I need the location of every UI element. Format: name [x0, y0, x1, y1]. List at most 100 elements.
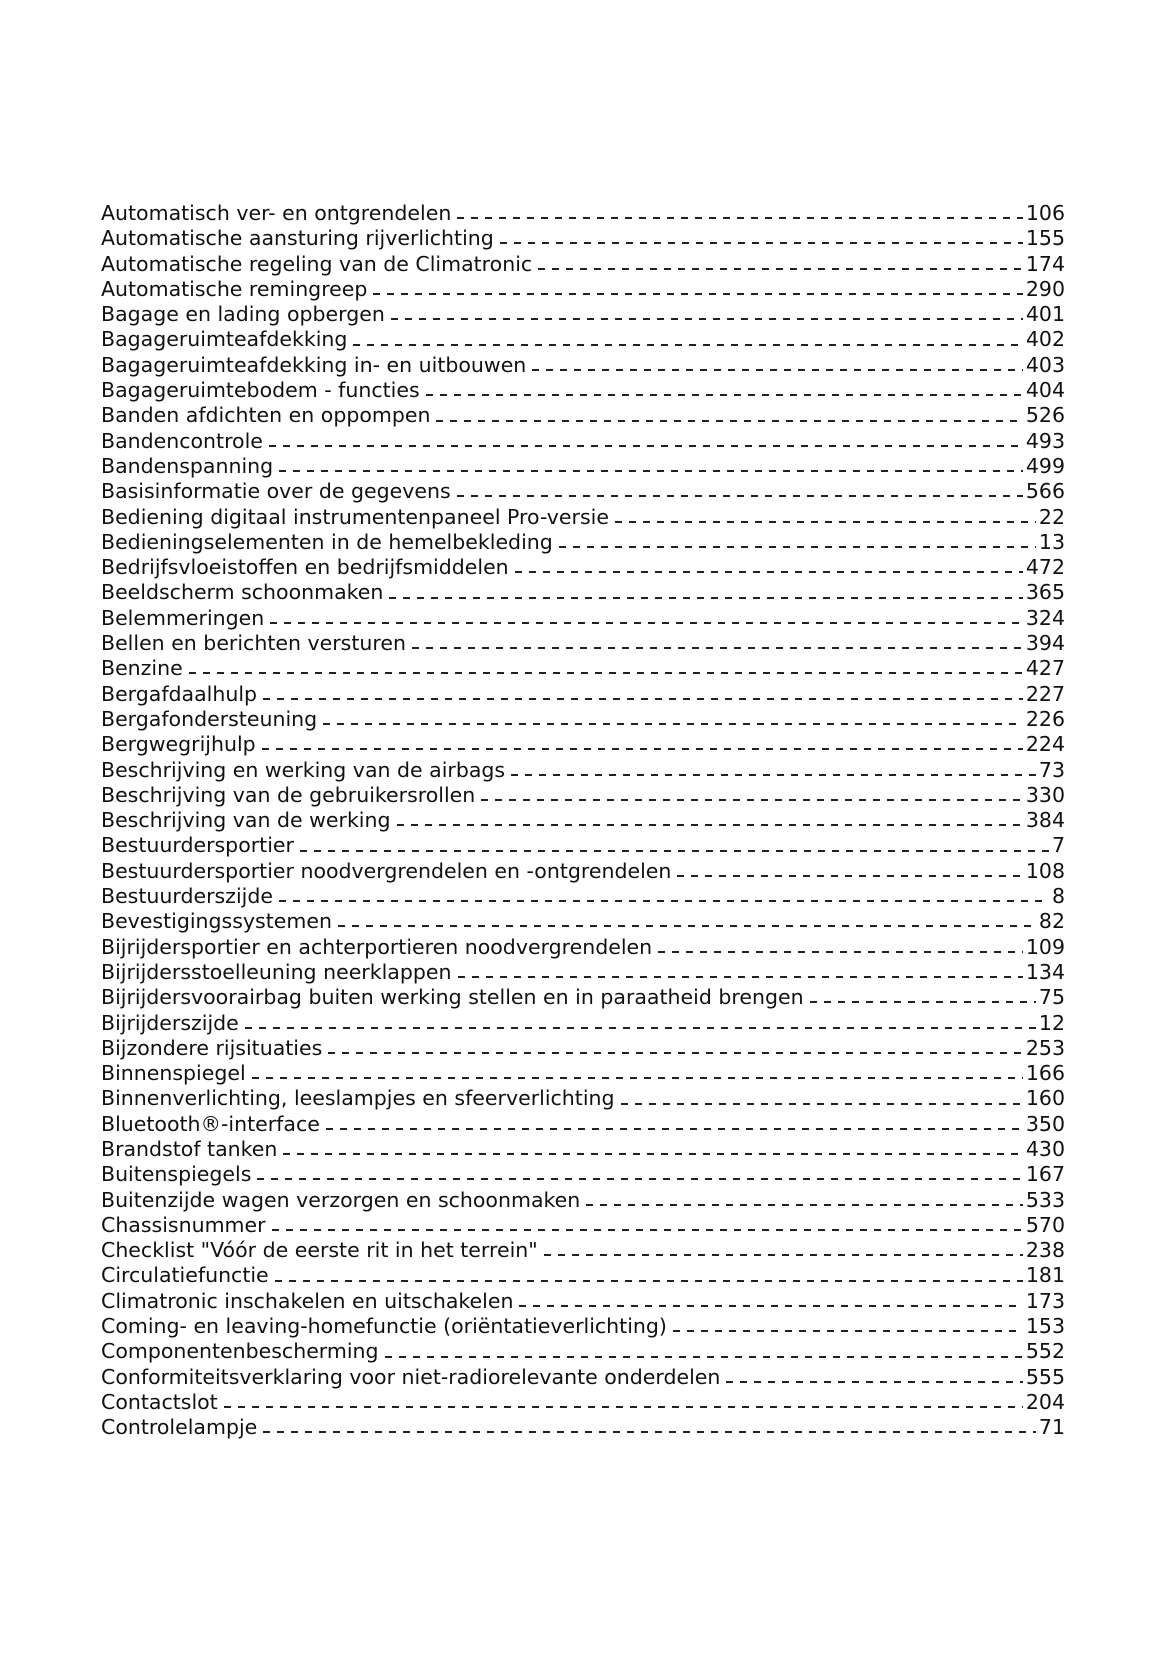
page-number: 238 [1025, 1238, 1065, 1263]
index-list: Automatisch ver- en ontgrendelen 106 Autom… [101, 201, 1065, 1441]
dot-leader [677, 874, 1023, 877]
index-entry: Beschrijving van de gebruikersrollen 330 [101, 783, 1065, 808]
dot-leader [558, 546, 1036, 548]
index-term: Buitenspiegels [101, 1162, 252, 1187]
index-term: Bestuurderszijde [101, 884, 273, 909]
index-entry: Contactslot 204 [101, 1390, 1065, 1415]
index-entry: Bestuurdersportier 7 [101, 833, 1065, 858]
index-entry: Automatische remingreep 290 [101, 277, 1065, 302]
index-entry: Bijrijdersvoorairbag buiten werking stel… [101, 985, 1065, 1010]
index-term: Buitenzijde wagen verzorgen en schoonmak… [101, 1187, 581, 1212]
dot-leader [519, 1304, 1023, 1307]
index-term: Bandencontrole [101, 428, 263, 453]
index-term: Chassisnummer [101, 1212, 266, 1237]
index-entry: Checklist "Vóór de eerste rit in het ter… [101, 1238, 1065, 1263]
index-term: Automatisch ver- en ontgrendelen [101, 201, 452, 225]
index-term: Bediening digitaal instrumentenpaneel Pr… [101, 504, 609, 529]
dot-leader [223, 1406, 1023, 1409]
page-number: 155 [1025, 226, 1065, 251]
page-number: 82 [1038, 909, 1065, 934]
index-entry: Bagageruimteafdekking in- en uitbouwen 40… [101, 353, 1065, 378]
page-number: 153 [1025, 1314, 1065, 1339]
index-entry: Coming- en leaving-homefunctie (oriëntat… [101, 1314, 1065, 1339]
dot-leader [499, 242, 1023, 245]
index-term: Bijrijderszijde [101, 1010, 239, 1035]
index-term: Beschrijving van de werking [101, 808, 391, 833]
index-term: Contactslot [101, 1389, 218, 1414]
index-entry: Beschrijving en werking van de airbags 73 [101, 758, 1065, 783]
dot-leader [425, 394, 1023, 397]
dot-leader [511, 773, 1036, 776]
index-entry: Bijzondere rijsituaties 253 [101, 1036, 1065, 1061]
index-entry: Bijrijdersportier en achterportieren noo… [101, 935, 1065, 960]
index-term: Basisinformatie over de gegevens [101, 479, 451, 504]
index-term: Bergafdaalhulp [101, 681, 258, 706]
dot-leader [268, 444, 1023, 447]
index-entry: Bijrijdersstoelleuning neerklappen 134 [101, 960, 1065, 985]
page-number: 160 [1025, 1086, 1065, 1111]
dot-leader [436, 419, 1023, 422]
index-entry: Automatische aansturing rijverlichting 15… [101, 226, 1065, 251]
page-number: 71 [1038, 1415, 1065, 1440]
index-entry: Componentenbescherming 552 [101, 1339, 1065, 1364]
page-number: 324 [1025, 605, 1065, 630]
dot-leader [457, 976, 1023, 979]
page-number: 403 [1025, 352, 1065, 377]
dot-leader [257, 1178, 1023, 1181]
index-term: Automatische regeling van de Climatronic [101, 251, 533, 276]
index-entry: Bedrijfsvloeistoffen en bedrijfsmiddelen… [101, 555, 1065, 580]
page-number: 566 [1025, 479, 1065, 504]
index-term: Bedieningselementen in de hemelbekleding [101, 529, 553, 554]
dot-leader [384, 1355, 1023, 1358]
index-entry: Bedieningselementen in de hemelbekleding… [101, 530, 1065, 555]
index-term: Brandstof tanken [101, 1136, 278, 1161]
dot-leader [538, 267, 1023, 270]
index-entry: Bijrijderszijde 12 [101, 1011, 1065, 1036]
dot-leader [672, 1330, 1023, 1333]
index-entry: Bagageruimtebodem - functies 404 [101, 378, 1065, 403]
dot-leader [323, 723, 1023, 726]
page-number: 552 [1025, 1339, 1065, 1364]
page-number: 174 [1025, 251, 1065, 276]
index-term: Beeldscherm schoonmaken [101, 580, 384, 605]
page-number: 555 [1025, 1364, 1065, 1389]
index-term: Climatronic inschakelen en uitschakelen [101, 1288, 514, 1313]
page-number: 472 [1025, 555, 1065, 580]
dot-leader [389, 596, 1023, 599]
dot-leader [283, 1153, 1023, 1156]
dot-leader [411, 647, 1023, 650]
page-number: 253 [1025, 1035, 1065, 1060]
index-entry: Climatronic inschakelen en uitschakelen 1… [101, 1289, 1065, 1314]
index-term: Automatische remingreep [101, 276, 368, 301]
dot-leader [620, 1102, 1023, 1105]
dot-leader [278, 900, 1049, 903]
dot-leader [456, 495, 1023, 498]
page-number: 533 [1025, 1187, 1065, 1212]
dot-leader [274, 1279, 1023, 1282]
index-entry: Automatische regeling van de Climatronic… [101, 252, 1065, 277]
dot-leader [373, 293, 1023, 296]
index-term: Controlelampje [101, 1415, 258, 1440]
index-entry: Banden afdichten en oppompen 526 [101, 403, 1065, 428]
dot-leader [271, 1229, 1023, 1232]
page-number: 401 [1025, 302, 1065, 327]
page-number: 402 [1025, 327, 1065, 352]
index-entry: Beschrijving van de werking 384 [101, 808, 1065, 833]
index-entry: Bandenspanning 499 [101, 454, 1065, 479]
index-term: Bedrijfsvloeistoffen en bedrijfsmiddelen [101, 555, 509, 580]
dot-leader [543, 1254, 1023, 1257]
dot-leader [457, 217, 1023, 220]
page-number: 290 [1025, 276, 1065, 301]
page-number: 430 [1025, 1136, 1065, 1161]
index-term: Beschrijving van de gebruikersrollen [101, 782, 476, 807]
index-term: Bagageruimtebodem - functies [101, 378, 420, 403]
index-term: Bellen en berichten versturen [101, 631, 406, 656]
index-entry: Belemmeringen 324 [101, 606, 1065, 631]
dot-leader [809, 1001, 1036, 1004]
page-number: 106 [1025, 201, 1065, 225]
index-entry: Buitenzijde wagen verzorgen en schoonmak… [101, 1188, 1065, 1213]
dot-leader [261, 748, 1023, 751]
dot-leader [658, 950, 1023, 953]
index-term: Checklist "Vóór de eerste rit in het ter… [101, 1238, 538, 1263]
dot-leader [514, 571, 1023, 574]
